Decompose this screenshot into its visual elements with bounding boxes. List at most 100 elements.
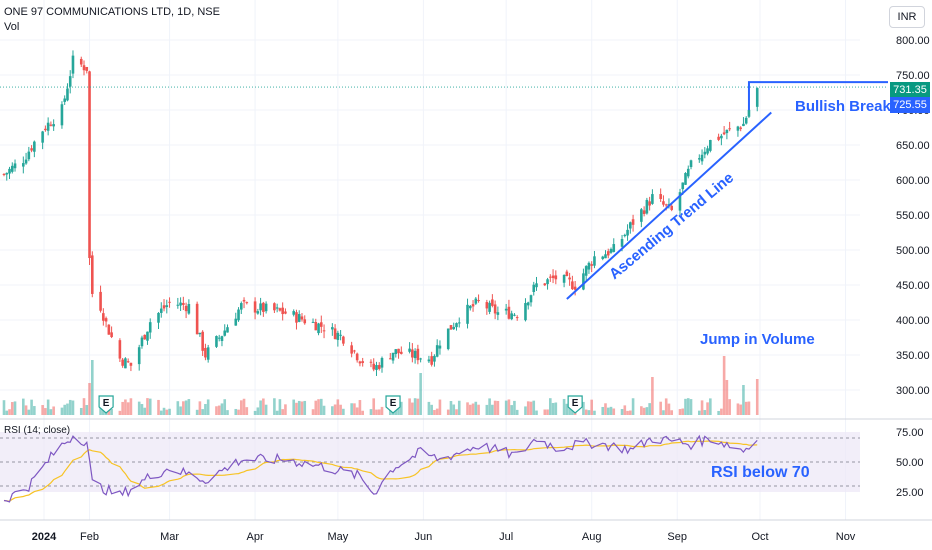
volume-bar	[256, 407, 260, 415]
candle	[604, 250, 607, 259]
candle-body	[215, 336, 218, 347]
volume-bar	[85, 405, 89, 415]
volume-bar	[146, 398, 149, 415]
candle-body	[532, 284, 536, 292]
rsi-tick-label: 75.00	[896, 427, 924, 439]
candle	[369, 359, 373, 368]
candle-body	[686, 168, 690, 177]
volume-bar	[292, 399, 296, 415]
earnings-marker: E	[98, 395, 114, 414]
candle	[372, 358, 376, 372]
candle-body	[198, 332, 202, 335]
volume-annotation: Jump in Volume	[700, 331, 815, 348]
volume-bar	[275, 410, 279, 415]
candle	[165, 299, 169, 314]
candle-body	[491, 299, 494, 306]
candle	[264, 301, 268, 314]
volume-bar	[468, 404, 472, 415]
price-tick-label: 450.00	[896, 280, 930, 292]
candle-body	[700, 154, 704, 162]
candle	[477, 294, 480, 303]
volume-bar	[728, 399, 731, 415]
candle	[159, 302, 163, 318]
candle-body	[471, 304, 475, 307]
volume-bar	[554, 402, 558, 415]
candle-body	[148, 322, 152, 333]
volume-bar	[137, 401, 141, 415]
volume-label: Vol	[4, 21, 20, 33]
volume-bar	[507, 399, 511, 415]
candle	[717, 133, 720, 142]
volume-bar	[700, 400, 704, 415]
volume-bar	[358, 400, 362, 415]
volume-bar	[162, 407, 166, 415]
candle	[438, 340, 442, 355]
candle	[121, 357, 124, 368]
rsi-tick-label: 50.00	[896, 457, 924, 469]
volume-bar	[455, 409, 458, 415]
ascending-trend-line	[566, 111, 772, 300]
candle-body	[331, 327, 334, 330]
volume-bar	[184, 400, 188, 415]
candle	[397, 348, 400, 359]
currency-button[interactable]: INR	[889, 6, 925, 28]
candle	[273, 302, 276, 314]
volume-bar	[375, 409, 378, 415]
candle-body	[284, 311, 287, 314]
candle	[612, 238, 616, 253]
volume-bar	[361, 410, 364, 415]
candle	[295, 309, 298, 330]
candle	[565, 269, 569, 277]
volume-bar	[140, 404, 144, 415]
volume-bar	[587, 410, 591, 415]
candle	[606, 248, 610, 259]
candle	[187, 299, 191, 315]
candle-body	[5, 172, 9, 175]
candle	[474, 296, 478, 305]
candle	[355, 352, 359, 363]
volume-bar	[457, 400, 461, 415]
candle-body	[104, 318, 108, 322]
time-tick-label: May	[327, 531, 348, 543]
earnings-marker-shape	[385, 395, 401, 414]
earnings-marker-shape	[98, 395, 114, 414]
candle	[377, 362, 381, 371]
candle-body	[590, 264, 593, 266]
volume-bar	[317, 399, 320, 415]
time-tick-label: Oct	[751, 531, 768, 543]
candle	[640, 207, 643, 228]
candle	[720, 133, 723, 146]
breakout-annotation: Bullish Breakout	[795, 98, 915, 115]
volume-bar	[297, 400, 301, 415]
candle-body	[88, 71, 91, 259]
volume-bar	[488, 398, 491, 415]
candle-body	[466, 304, 469, 324]
volume-bar	[217, 405, 221, 415]
candle	[157, 312, 160, 330]
candle-body	[292, 311, 296, 315]
candle	[143, 334, 147, 340]
time-tick-label: Jul	[499, 531, 513, 543]
candle-body	[543, 283, 547, 286]
volume-bar	[449, 401, 453, 415]
candle	[148, 318, 152, 339]
candle-body	[703, 151, 707, 155]
candle-body	[411, 349, 414, 358]
candle-body	[159, 308, 163, 313]
candle	[49, 121, 53, 127]
candle-body	[85, 66, 89, 71]
volume-bar	[157, 399, 160, 415]
volume-bar	[642, 407, 646, 415]
candle	[146, 331, 149, 345]
price-tick-label: 650.00	[896, 140, 930, 152]
candle-body	[10, 165, 14, 172]
volume-bar	[46, 399, 50, 415]
candle	[471, 300, 475, 312]
volume-bar	[452, 404, 456, 415]
candle-body	[587, 262, 591, 270]
candle-body	[355, 353, 359, 361]
volume-bar	[126, 402, 130, 415]
volume-bar	[143, 407, 147, 415]
volume-bar	[411, 402, 414, 415]
candle-body	[336, 332, 340, 340]
